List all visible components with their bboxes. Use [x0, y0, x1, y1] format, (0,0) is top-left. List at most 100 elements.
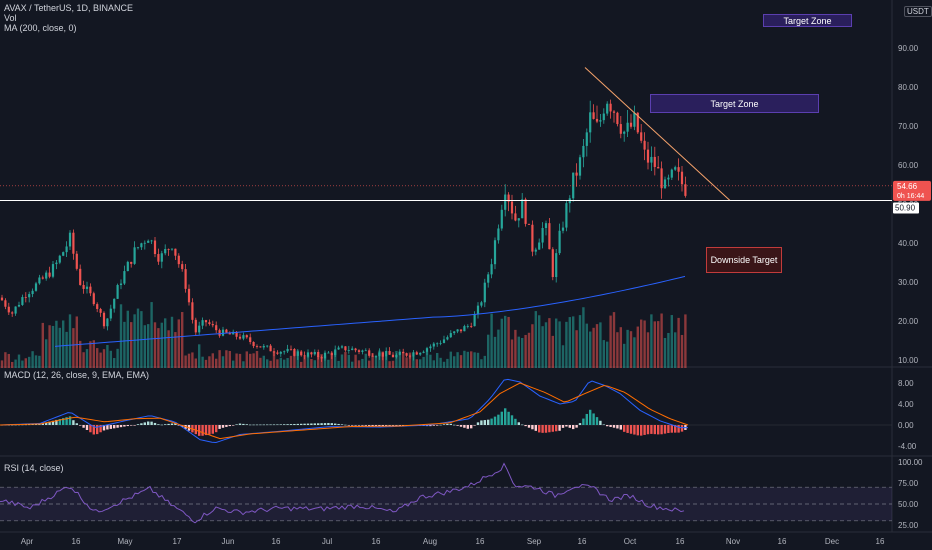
macd-hist-bar	[640, 425, 643, 436]
candle-body	[483, 282, 486, 303]
volume-bar	[28, 356, 31, 368]
price-tick-label: 60.00	[898, 161, 919, 170]
volume-bar	[55, 320, 58, 368]
volume-bar	[371, 353, 374, 368]
candle-body	[140, 243, 143, 248]
volume-bar	[150, 302, 153, 368]
volume-bar	[432, 360, 435, 368]
volume-bar	[24, 358, 27, 368]
price-tick-label: 90.00	[898, 44, 919, 53]
candle-body	[293, 348, 296, 356]
macd-hist-bar	[228, 425, 231, 427]
time-tick-label: 16	[372, 537, 381, 546]
volume-bar	[41, 322, 44, 368]
macd-hist-bar	[371, 425, 374, 426]
volume-bar	[215, 358, 218, 368]
candle-body	[422, 351, 425, 353]
macd-hist-bar	[232, 425, 235, 426]
candle-body	[157, 254, 160, 262]
volume-bar	[62, 320, 65, 368]
volume-bar	[578, 315, 582, 368]
macd-hist-bar	[208, 425, 211, 435]
volume-bar	[391, 360, 395, 368]
downside-target-box[interactable]: Downside Target	[706, 247, 782, 273]
candle-body	[497, 228, 500, 241]
candle-body	[480, 302, 483, 306]
candle-body	[517, 218, 520, 221]
volume-bar	[548, 318, 551, 368]
macd-hist-bar	[459, 425, 463, 427]
macd-hist-bar	[167, 423, 170, 425]
macd-hist-bar	[680, 425, 684, 432]
volume-bar	[276, 359, 279, 368]
macd-hist-bar	[351, 425, 354, 426]
volume-bar	[680, 334, 684, 368]
macd-hist-bar	[24, 424, 27, 426]
macd-hist-bar	[609, 425, 612, 427]
candle-body	[374, 356, 378, 358]
candle-body	[262, 345, 265, 348]
candle-body	[446, 337, 449, 340]
macd-hist-bar	[636, 425, 639, 436]
candle-body	[636, 112, 639, 133]
candle-body	[96, 304, 99, 309]
time-tick-label: Dec	[825, 537, 839, 546]
volume-bar	[340, 354, 344, 368]
volume-bar	[616, 332, 619, 368]
volume-bar	[507, 316, 510, 368]
volume-bar	[235, 353, 238, 368]
volume-bar	[555, 318, 558, 368]
volume-bar	[640, 319, 643, 368]
candle-body	[170, 248, 174, 250]
time-tick-label: 16	[778, 537, 787, 546]
volume-bar	[252, 353, 255, 368]
volume-bar	[493, 336, 497, 368]
candle-body	[402, 351, 405, 354]
candle-body	[194, 319, 197, 333]
target-zone-top[interactable]: Target Zone	[763, 14, 852, 27]
macd-hist-bar	[364, 425, 367, 426]
macd-hist-bar	[524, 425, 527, 427]
volume-bar	[232, 360, 235, 368]
rsi-tick-label: 50.00	[898, 500, 919, 509]
candle-body	[150, 240, 153, 242]
volume-bar	[368, 360, 371, 368]
macd-hist-bar	[490, 418, 493, 425]
volume-bar	[119, 304, 123, 368]
volume-bar	[242, 361, 245, 368]
volume-bar	[510, 339, 514, 368]
volume-bar	[272, 351, 276, 368]
currency-badge[interactable]: USDT	[904, 6, 932, 17]
volume-bar	[21, 360, 24, 368]
macd-hist-bar	[619, 425, 622, 430]
time-tick-label: 17	[173, 537, 182, 546]
macd-hist-bar	[514, 418, 517, 425]
macd-hist-bar	[439, 424, 442, 426]
volume-bar	[599, 322, 602, 368]
time-tick-label: Sep	[527, 537, 542, 546]
volume-bar	[541, 326, 544, 368]
volume-bar	[123, 321, 126, 368]
volume-bar	[191, 352, 194, 368]
candle-body	[507, 194, 510, 202]
candle-body	[578, 157, 582, 176]
macd-hist-bar	[429, 425, 432, 427]
volume-bar	[490, 313, 493, 368]
macd-hist-bar	[391, 425, 395, 426]
volume-bar	[106, 344, 109, 368]
countdown-text: 0h 16:44	[897, 193, 924, 200]
volume-bar	[402, 352, 405, 368]
support-text: 50.90	[895, 203, 916, 212]
macd-hist-bar	[317, 423, 320, 425]
candle-body	[17, 304, 21, 307]
macd-hist-bar	[310, 423, 313, 425]
macd-hist-bar	[473, 425, 476, 426]
macd-hist-bar	[344, 424, 347, 426]
candle-body	[279, 351, 282, 354]
volume-bar	[102, 349, 106, 368]
candle-body	[680, 171, 684, 185]
target-zone-mid[interactable]: Target Zone	[650, 94, 819, 113]
time-tick-label: 16	[676, 537, 685, 546]
time-tick-label: May	[117, 537, 132, 546]
